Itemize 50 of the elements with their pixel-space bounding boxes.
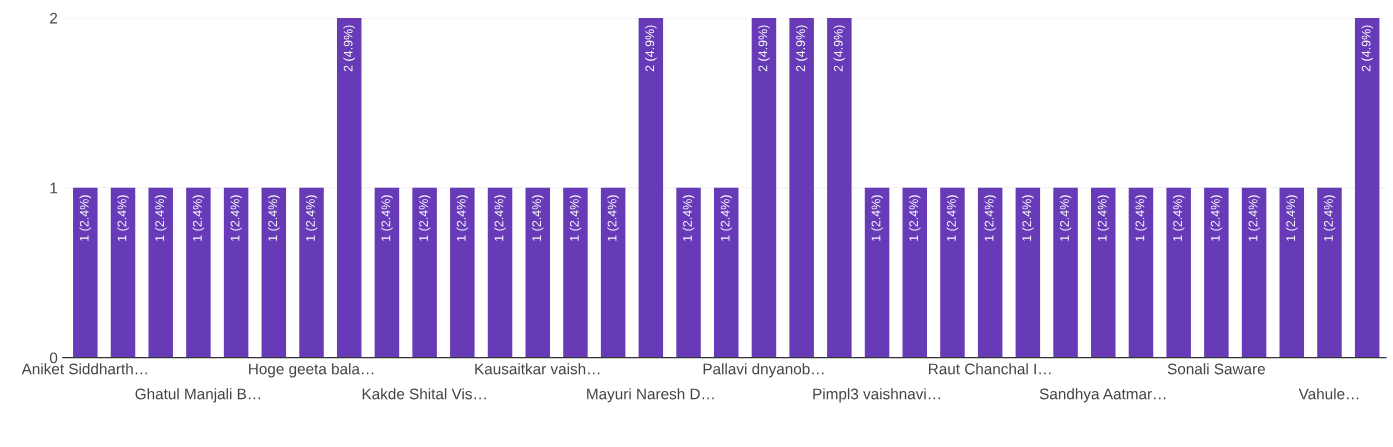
data-label: 1 (2.4%) xyxy=(192,195,205,241)
x-tick-label: Sonali Saware xyxy=(1167,363,1265,375)
x-tick-label: Aniket Siddharth… xyxy=(21,363,147,375)
x-tick-label: Hoge geeta bala… xyxy=(249,363,374,378)
data-label: 2 (4.9%) xyxy=(833,25,846,72)
data-label: 2 (4.9%) xyxy=(795,25,808,72)
data-label: 1 (2.4%) xyxy=(305,195,318,241)
data-label: 1 (2.4%) xyxy=(946,195,959,241)
data-label: 1 (2.4%) xyxy=(569,195,582,241)
x-tick-label: Sandhya Aatmar… xyxy=(1039,388,1166,403)
data-label: 1 (2.4%) xyxy=(1172,195,1185,241)
data-label: 1 (2.4%) xyxy=(1135,195,1147,241)
x-tick-label: Raut Chanchal I… xyxy=(929,363,1051,375)
data-label: 1 (2.4%) xyxy=(1210,195,1223,241)
y-tick-label: 2 xyxy=(50,12,58,24)
x-tick-label: Kausaitkar vaish… xyxy=(475,363,600,375)
data-label: 1 (2.4%) xyxy=(381,195,393,241)
data-label: 1 (2.4%) xyxy=(267,195,280,241)
data-label: 1 (2.4%) xyxy=(494,195,506,241)
x-tick-label: Vahule… xyxy=(1298,388,1359,400)
data-label: 1 (2.4%) xyxy=(908,195,921,241)
data-label: 1 (2.4%) xyxy=(117,195,129,241)
data-label: 1 (2.4%) xyxy=(1059,195,1072,241)
data-label: 2 (4.9%) xyxy=(645,25,657,72)
data-label: 1 (2.4%) xyxy=(984,195,996,241)
x-tick-label: Ghatul Manjali B… xyxy=(135,388,261,403)
data-label: 1 (2.4%) xyxy=(1285,195,1298,241)
data-label: 1 (2.4%) xyxy=(1097,195,1110,241)
data-label: 1 (2.4%) xyxy=(230,195,242,241)
data-label: 1 (2.4%) xyxy=(1022,195,1034,241)
data-label: 1 (2.4%) xyxy=(720,195,733,241)
data-label: 1 (2.4%) xyxy=(418,195,431,241)
x-tick-label: Mayuri Naresh D… xyxy=(587,388,714,403)
data-label: 1 (2.4%) xyxy=(1323,195,1336,241)
data-label: 1 (2.4%) xyxy=(456,195,469,241)
data-label: 1 (2.4%) xyxy=(79,195,92,241)
y-tick-label: 0 xyxy=(49,352,58,364)
data-label: 1 (2.4%) xyxy=(1248,195,1260,241)
x-tick-label: Kakde Shital Vis… xyxy=(362,388,486,400)
data-label: 1 (2.4%) xyxy=(607,195,619,241)
data-label: 2 (4.9%) xyxy=(343,25,356,72)
x-tick-label: Pallavi dnyanob… xyxy=(703,363,824,378)
data-label: 1 (2.4%) xyxy=(531,195,544,241)
x-tick-label: Pimpl3 vaishnavi… xyxy=(813,388,940,403)
data-label: 2 (4.9%) xyxy=(758,25,770,72)
data-label: 1 (2.4%) xyxy=(154,195,167,241)
y-tick-label: 1 xyxy=(50,182,58,194)
data-label: 1 (2.4%) xyxy=(871,195,883,241)
data-label: 1 (2.4%) xyxy=(682,195,695,241)
data-label: 2 (4.9%) xyxy=(1361,25,1373,72)
